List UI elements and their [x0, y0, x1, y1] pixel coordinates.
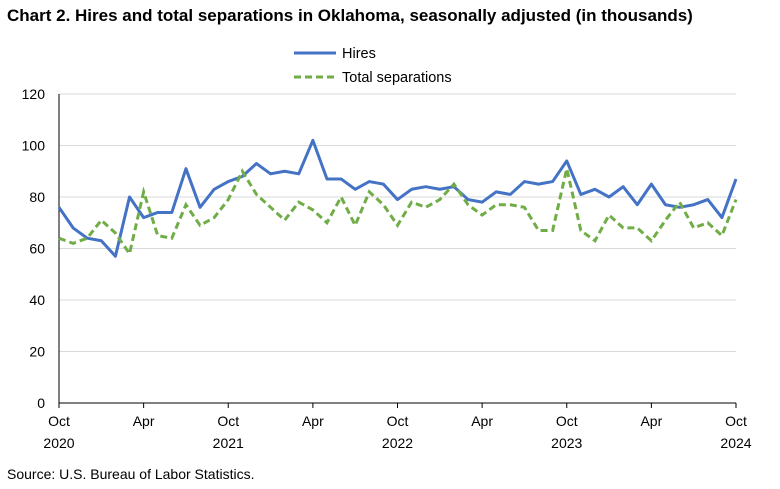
data-series	[57, 138, 738, 258]
source-note: Source: U.S. Bureau of Labor Statistics.	[7, 466, 255, 482]
y-tick-label-0: 0	[37, 395, 45, 411]
x-tick-label-month: Oct	[725, 413, 747, 429]
x-tick-label-year: 2023	[551, 435, 582, 451]
x-tick-label-month: Apr	[133, 413, 155, 429]
x-tick-label-year: 2021	[213, 435, 244, 451]
legend: Hires Total separations	[294, 46, 452, 86]
series-line-total-separations	[58, 168, 738, 258]
x-tick-label-month: Oct	[387, 413, 409, 429]
y-tick-label-20: 20	[29, 344, 45, 360]
series-line-hires	[57, 138, 738, 258]
x-tick-label-year: 2024	[720, 435, 751, 451]
x-tick-label-month: Oct	[556, 413, 578, 429]
x-tick-label-month: Apr	[302, 413, 324, 429]
x-axis-tick-labels: Oct 2020 Apr Oct 2021 Apr Oct 2022 Apr Oct 2023 Apr…	[43, 413, 751, 451]
y-tick-label-100: 100	[22, 138, 46, 154]
x-tick-label-year: 2022	[382, 435, 413, 451]
y-tick-label-80: 80	[29, 189, 45, 205]
x-tick-label-year: 2020	[43, 435, 74, 451]
legend-label-hires: Hires	[342, 46, 376, 62]
y-axis-tick-labels: 0 20 40 60 80 100 120	[22, 86, 46, 411]
x-tick-label-month: Oct	[217, 413, 239, 429]
y-tick-label-40: 40	[29, 292, 45, 308]
axes	[58, 94, 737, 408]
gridlines	[59, 93, 736, 352]
x-tick-label-month: Apr	[640, 413, 662, 429]
x-tick-label-month: Apr	[471, 413, 493, 429]
x-tick-label-month: Oct	[48, 413, 70, 429]
chart-title: Chart 2. Hires and total separations in …	[7, 6, 693, 25]
y-tick-label-60: 60	[29, 241, 45, 257]
legend-label-total-separations: Total separations	[342, 70, 452, 86]
y-tick-label-120: 120	[22, 86, 46, 102]
